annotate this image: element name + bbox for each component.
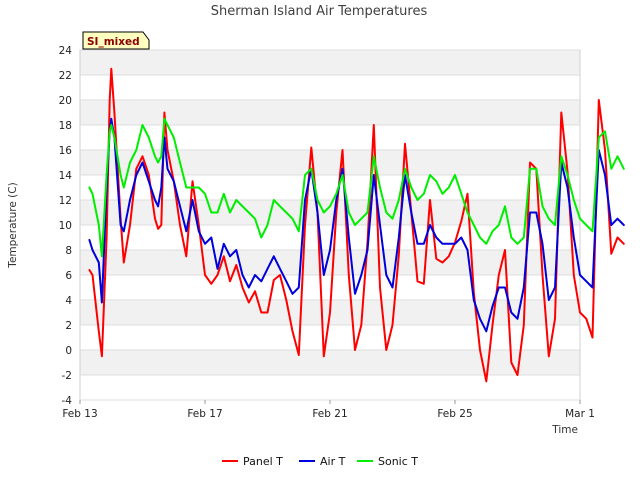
badge-label: SI_mixed xyxy=(87,36,140,48)
y-tick-label: -2 xyxy=(62,370,72,382)
y-tick-label: 12 xyxy=(59,195,72,207)
x-axis-label: Time xyxy=(551,424,578,436)
y-tick-label: 14 xyxy=(59,170,73,182)
legend-label: Sonic T xyxy=(378,455,418,468)
series-line-sonic-t xyxy=(88,117,625,258)
legend-label: Panel T xyxy=(243,455,283,468)
y-tick-label: 24 xyxy=(59,45,73,57)
chart-title: Sherman Island Air Temperatures xyxy=(211,4,428,19)
x-tick-label: Feb 17 xyxy=(187,408,222,420)
x-tick-label: Feb 13 xyxy=(62,408,97,420)
x-tick-label: Feb 21 xyxy=(312,408,347,420)
y-tick-label: -4 xyxy=(62,395,73,407)
y-tick-label: 4 xyxy=(65,295,72,307)
y-tick-label: 10 xyxy=(59,220,72,232)
x-tick-label: Feb 25 xyxy=(437,408,472,420)
x-tick-label: Mar 1 xyxy=(565,408,595,420)
y-axis-label: Temperature (C) xyxy=(7,182,19,268)
y-tick-label: 20 xyxy=(59,95,72,107)
y-tick-label: 18 xyxy=(59,120,72,132)
badge-shape xyxy=(82,31,150,50)
legend-label: Air T xyxy=(320,455,346,468)
y-tick-label: 2 xyxy=(65,320,72,332)
x-axis: Feb 13 Feb 17 Feb 21 Feb 25 Mar 1 xyxy=(62,400,595,420)
site-badge: SI_mixed xyxy=(82,31,150,50)
plot-band xyxy=(80,50,580,75)
plot-band xyxy=(80,250,580,275)
y-tick-label: 22 xyxy=(59,70,72,82)
y-tick-label: 8 xyxy=(65,245,72,257)
y-tick-label: 16 xyxy=(59,145,73,157)
legend: Panel T Air T Sonic T xyxy=(222,455,418,468)
y-tick-label: 6 xyxy=(65,270,72,282)
plot-band xyxy=(80,350,580,375)
series-lines xyxy=(88,67,625,383)
plot-band xyxy=(80,100,580,125)
y-tick-label: 0 xyxy=(65,345,72,357)
